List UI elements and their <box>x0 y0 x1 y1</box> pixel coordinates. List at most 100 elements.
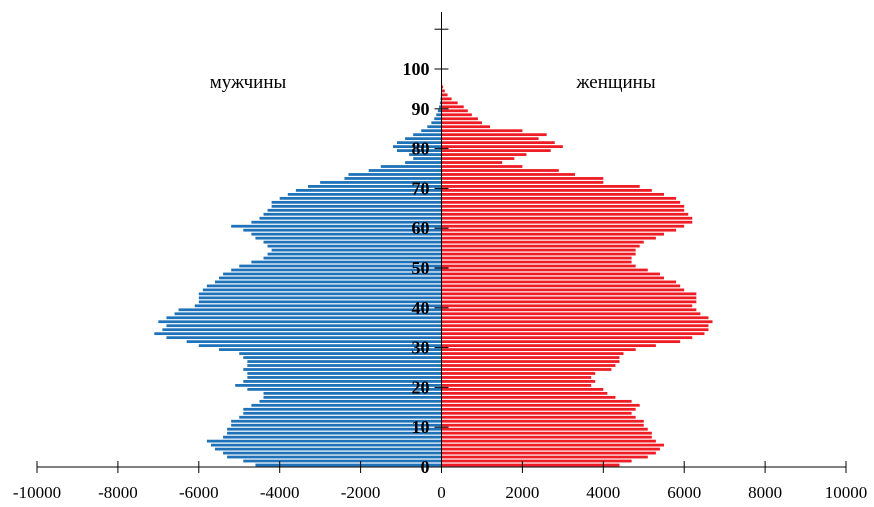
female-bar-age-11 <box>441 419 644 423</box>
female-bar-age-58 <box>441 232 664 236</box>
female-bar-age-14 <box>441 407 636 411</box>
male-bar-age-65 <box>271 204 442 208</box>
female-bar-age-24 <box>441 368 612 371</box>
male-bar-age-28 <box>239 352 442 355</box>
female-bar-age-89 <box>441 109 468 113</box>
y-tick-label: 50 <box>412 258 430 278</box>
male-bar-age-1 <box>243 459 442 463</box>
male-bar-age-76 <box>405 161 442 164</box>
x-tick-label: -8000 <box>98 483 138 502</box>
male-bar-age-73 <box>348 173 442 176</box>
x-tick-label: -10000 <box>13 483 61 502</box>
female-bar-age-36 <box>441 320 713 324</box>
female-bar-age-67 <box>441 196 677 200</box>
male-bar-age-62 <box>259 216 442 220</box>
male-bar-age-78 <box>409 153 442 156</box>
female-bar-age-7 <box>441 435 652 439</box>
male-bars <box>154 81 442 467</box>
female-bar-age-45 <box>441 284 681 288</box>
female-bar-age-28 <box>441 352 624 355</box>
male-bar-age-34 <box>162 328 442 332</box>
female-bar-age-93 <box>441 93 448 97</box>
x-tick-label: 4000 <box>586 483 620 502</box>
female-bar-age-3 <box>441 451 656 455</box>
female-bar-age-76 <box>441 161 503 164</box>
female-bar-age-70 <box>441 185 640 188</box>
male-bar-age-81 <box>397 141 442 145</box>
female-bar-age-55 <box>441 244 640 248</box>
female-bar-age-16 <box>441 399 632 403</box>
y-tick-label: 60 <box>412 218 430 238</box>
female-bar-age-82 <box>441 137 539 141</box>
x-tick-label: 6000 <box>667 483 701 502</box>
y-tick-label: 80 <box>412 139 430 159</box>
male-bar-age-43 <box>198 292 442 296</box>
female-bar-age-1 <box>441 459 632 463</box>
female-bar-age-51 <box>441 260 632 264</box>
male-bar-age-21 <box>243 380 442 383</box>
female-bar-age-34 <box>441 328 709 332</box>
male-bar-age-9 <box>227 427 442 431</box>
male-bar-age-60 <box>231 224 442 228</box>
male-bar-age-79 <box>397 149 442 152</box>
female-bar-age-6 <box>441 439 656 443</box>
female-bar-age-49 <box>441 268 648 272</box>
male-bar-age-27 <box>243 356 442 359</box>
female-bars <box>441 81 713 467</box>
male-bar-age-33 <box>154 332 442 336</box>
male-bar-age-61 <box>251 220 442 224</box>
female-bar-age-10 <box>441 423 644 427</box>
female-bar-age-57 <box>441 236 656 240</box>
female-bar-age-4 <box>441 447 660 451</box>
male-bar-age-77 <box>413 157 442 160</box>
female-bar-age-42 <box>441 296 697 300</box>
female-bar-age-9 <box>441 427 648 431</box>
y-tick-label: 40 <box>412 298 430 318</box>
female-bar-age-38 <box>441 312 701 316</box>
female-bar-age-5 <box>441 443 664 447</box>
female-bar-age-19 <box>441 388 604 391</box>
female-bar-age-40 <box>441 304 693 308</box>
x-tick-label: -2000 <box>341 483 381 502</box>
female-bar-age-32 <box>441 336 693 340</box>
male-bar-age-49 <box>231 268 442 272</box>
male-bar-age-66 <box>271 200 442 204</box>
male-bar-age-17 <box>263 395 442 399</box>
male-bar-age-74 <box>368 169 442 172</box>
female-bar-age-69 <box>441 189 652 192</box>
female-bar-age-29 <box>441 348 636 351</box>
male-bar-age-39 <box>178 308 442 312</box>
female-bar-age-8 <box>441 431 652 435</box>
female-bar-age-31 <box>441 340 681 344</box>
male-bar-age-70 <box>308 185 442 188</box>
female-bar-age-54 <box>441 248 636 252</box>
male-bar-age-11 <box>231 419 442 423</box>
male-bar-age-80 <box>392 145 442 148</box>
male-bar-age-24 <box>243 368 442 371</box>
male-bar-age-7 <box>223 435 442 439</box>
male-bar-age-67 <box>279 196 442 200</box>
y-tick-label: 10 <box>412 417 430 437</box>
female-bar-age-30 <box>441 344 656 347</box>
male-bar-age-18 <box>263 391 442 395</box>
male-bar-age-52 <box>263 256 442 260</box>
male-bar-age-92 <box>440 97 442 101</box>
male-bar-age-37 <box>166 316 442 320</box>
female-bar-age-61 <box>441 220 693 224</box>
male-bar-age-32 <box>166 336 442 340</box>
x-tick-label: 8000 <box>748 483 782 502</box>
female-bar-age-27 <box>441 356 620 359</box>
male-bar-age-22 <box>247 376 442 379</box>
female-bar-age-95 <box>441 85 444 89</box>
female-bar-age-73 <box>441 173 575 176</box>
x-tick-label: -4000 <box>260 483 300 502</box>
male-bar-age-13 <box>243 411 442 415</box>
female-bar-age-83 <box>441 133 547 137</box>
male-bar-age-41 <box>198 300 442 304</box>
male-bar-age-91 <box>439 101 442 105</box>
female-bar-age-60 <box>441 224 685 228</box>
male-bar-age-20 <box>235 384 442 387</box>
male-bar-age-83 <box>413 133 442 137</box>
male-bar-age-30 <box>198 344 442 347</box>
female-bar-age-87 <box>441 117 478 121</box>
